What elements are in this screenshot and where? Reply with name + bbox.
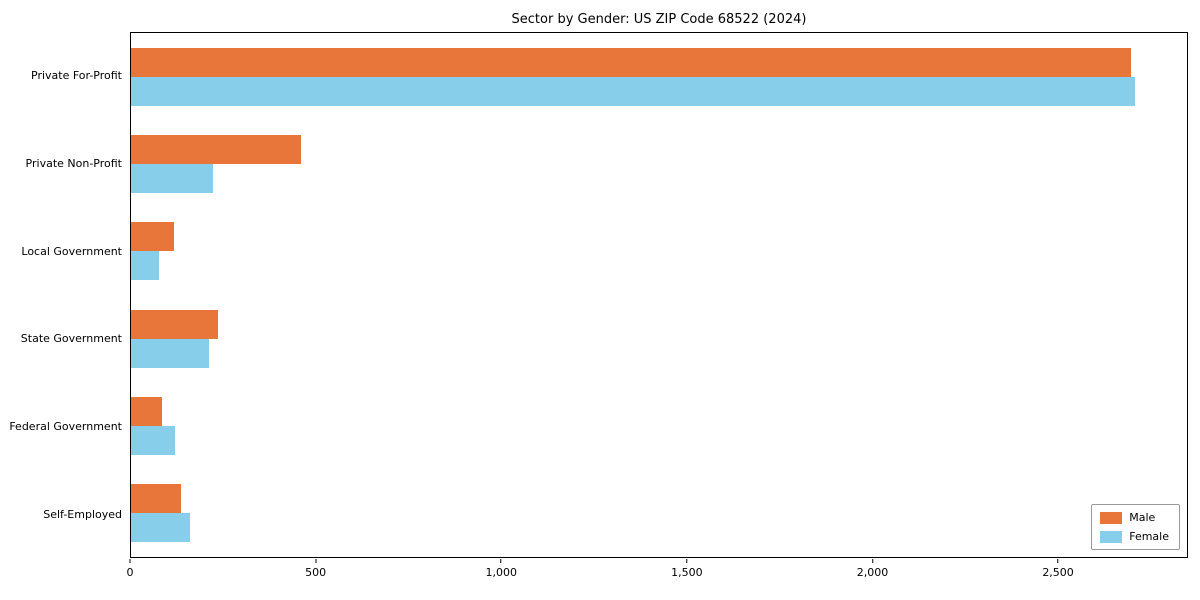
x-tick-mark (1057, 559, 1059, 563)
x-tick: 500 (305, 559, 326, 579)
x-tick-mark (686, 559, 688, 563)
category-row (131, 382, 1187, 469)
x-tick-label: 1,000 (485, 566, 517, 579)
bar-female (131, 163, 213, 193)
x-axis: 0 500 1,000 1,500 2,000 2,500 (127, 559, 1188, 593)
bar-female (131, 425, 176, 455)
bar-male (131, 309, 219, 339)
x-tick-label: 2,500 (1042, 566, 1074, 579)
y-tick-label: Private Non-Profit (25, 157, 122, 170)
x-tick: 0 (127, 559, 134, 579)
y-tick-label: Federal Government (9, 420, 122, 434)
bar-female (131, 338, 209, 368)
x-tick-label: 0 (126, 566, 134, 579)
y-tick-label: Local Government (21, 244, 122, 258)
legend: Male Female (1091, 504, 1180, 550)
bar-male (131, 47, 1132, 77)
bar-female (131, 251, 159, 281)
category-row (131, 33, 1187, 120)
x-tick: 1,000 (485, 559, 517, 579)
legend-entry: Female (1100, 530, 1169, 543)
category-row (131, 120, 1187, 207)
x-tick-mark (315, 559, 317, 563)
bar-male (131, 222, 174, 252)
legend-label: Male (1129, 511, 1156, 524)
x-tick-label: 500 (305, 566, 327, 579)
bar-male (131, 134, 302, 164)
x-tick-mark (500, 559, 502, 563)
bar-female (131, 76, 1136, 106)
bar-female (131, 513, 191, 543)
category-row (131, 208, 1187, 295)
x-tick-mark (871, 559, 873, 563)
y-axis-labels: Private For-Profit Private Non-Profit Loca… (0, 32, 122, 558)
y-tick-label: Self-Employed (43, 507, 122, 521)
x-tick: 1,500 (671, 559, 703, 579)
x-tick-mark (129, 559, 131, 563)
y-tick-label: State Government (20, 332, 122, 346)
legend-swatch (1100, 530, 1123, 543)
chart-title: Sector by Gender: US ZIP Code 68522 (202… (511, 12, 807, 27)
x-tick: 2,500 (1042, 559, 1074, 579)
bar-male (131, 396, 163, 426)
y-tick-label: Private For-Profit (31, 69, 122, 83)
plot-area: Male Female (130, 32, 1188, 558)
x-tick-label: 1,500 (671, 566, 703, 579)
x-tick: 2,000 (856, 559, 889, 579)
legend-label: Female (1129, 530, 1169, 543)
category-row (131, 295, 1187, 382)
legend-entry: Male (1100, 511, 1169, 524)
category-row (131, 470, 1187, 557)
legend-swatch (1100, 511, 1123, 524)
x-tick-label: 2,000 (856, 566, 889, 579)
bar-male (131, 484, 182, 514)
